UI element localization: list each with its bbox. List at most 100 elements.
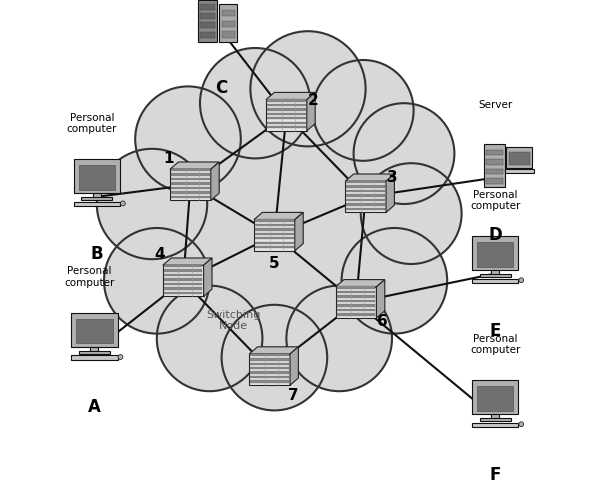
FancyBboxPatch shape [337, 313, 375, 316]
Circle shape [361, 163, 461, 264]
Polygon shape [249, 347, 298, 354]
FancyBboxPatch shape [222, 31, 235, 37]
FancyBboxPatch shape [337, 291, 375, 293]
Polygon shape [211, 162, 219, 201]
Text: 7: 7 [288, 388, 299, 404]
Text: 1: 1 [164, 151, 174, 166]
FancyBboxPatch shape [472, 236, 519, 270]
Circle shape [519, 422, 524, 427]
Polygon shape [163, 258, 212, 265]
Text: E: E [490, 322, 501, 340]
FancyBboxPatch shape [486, 168, 503, 174]
FancyBboxPatch shape [254, 220, 295, 251]
FancyBboxPatch shape [480, 418, 511, 421]
Circle shape [222, 182, 385, 346]
FancyBboxPatch shape [249, 354, 290, 385]
FancyBboxPatch shape [163, 265, 204, 297]
FancyBboxPatch shape [171, 169, 209, 171]
FancyBboxPatch shape [336, 287, 376, 318]
Circle shape [236, 245, 370, 379]
FancyBboxPatch shape [486, 159, 503, 165]
FancyBboxPatch shape [346, 185, 385, 188]
FancyBboxPatch shape [472, 380, 519, 414]
FancyBboxPatch shape [170, 169, 211, 201]
FancyBboxPatch shape [267, 126, 306, 128]
Circle shape [246, 130, 409, 293]
FancyBboxPatch shape [346, 181, 385, 183]
FancyBboxPatch shape [477, 242, 513, 266]
FancyBboxPatch shape [171, 191, 209, 193]
FancyBboxPatch shape [472, 279, 519, 283]
FancyBboxPatch shape [71, 356, 118, 360]
FancyBboxPatch shape [250, 358, 289, 360]
Circle shape [250, 31, 366, 146]
Circle shape [179, 125, 370, 317]
Text: C: C [216, 79, 228, 97]
FancyBboxPatch shape [250, 367, 289, 370]
Polygon shape [295, 212, 303, 251]
FancyBboxPatch shape [337, 309, 375, 311]
Polygon shape [204, 258, 212, 297]
FancyBboxPatch shape [480, 274, 511, 277]
Text: B: B [91, 245, 103, 263]
FancyBboxPatch shape [346, 199, 385, 201]
Text: F: F [490, 466, 501, 480]
Circle shape [174, 168, 346, 341]
FancyBboxPatch shape [267, 99, 306, 102]
FancyBboxPatch shape [79, 351, 110, 354]
Polygon shape [345, 174, 394, 181]
FancyBboxPatch shape [337, 304, 375, 307]
Circle shape [135, 86, 241, 192]
Polygon shape [170, 162, 219, 169]
Circle shape [97, 149, 207, 259]
Text: Personal
computer: Personal computer [470, 334, 521, 355]
FancyBboxPatch shape [76, 319, 113, 343]
FancyBboxPatch shape [164, 274, 203, 276]
Circle shape [231, 82, 356, 206]
Text: Switching
Node: Switching Node [206, 310, 261, 331]
FancyBboxPatch shape [250, 376, 289, 378]
FancyBboxPatch shape [346, 190, 385, 192]
Circle shape [164, 235, 298, 370]
Text: Personal
computer: Personal computer [65, 266, 115, 288]
Circle shape [286, 286, 392, 391]
FancyBboxPatch shape [74, 202, 120, 206]
FancyBboxPatch shape [267, 108, 306, 110]
FancyBboxPatch shape [267, 104, 306, 106]
FancyBboxPatch shape [250, 362, 289, 365]
FancyBboxPatch shape [164, 278, 203, 281]
FancyBboxPatch shape [472, 423, 519, 427]
Circle shape [104, 228, 209, 334]
FancyBboxPatch shape [346, 203, 385, 205]
Circle shape [519, 278, 524, 283]
FancyBboxPatch shape [171, 178, 209, 180]
FancyBboxPatch shape [255, 224, 294, 226]
FancyBboxPatch shape [255, 237, 294, 240]
Text: 4: 4 [154, 247, 164, 262]
Text: Server: Server [478, 100, 513, 110]
Text: 3: 3 [387, 170, 397, 185]
Circle shape [200, 48, 310, 158]
FancyBboxPatch shape [222, 10, 235, 16]
FancyBboxPatch shape [171, 196, 209, 198]
FancyBboxPatch shape [267, 121, 306, 124]
FancyBboxPatch shape [486, 178, 503, 184]
FancyBboxPatch shape [93, 193, 101, 198]
FancyBboxPatch shape [200, 4, 215, 10]
FancyBboxPatch shape [200, 23, 215, 28]
FancyBboxPatch shape [198, 0, 217, 42]
FancyBboxPatch shape [164, 287, 203, 289]
FancyBboxPatch shape [337, 287, 375, 289]
Polygon shape [386, 174, 394, 212]
FancyBboxPatch shape [79, 166, 115, 190]
FancyBboxPatch shape [171, 187, 209, 189]
FancyBboxPatch shape [346, 208, 385, 210]
FancyBboxPatch shape [81, 197, 112, 200]
FancyBboxPatch shape [219, 4, 237, 42]
FancyBboxPatch shape [337, 300, 375, 302]
FancyBboxPatch shape [491, 270, 499, 275]
Circle shape [159, 163, 313, 317]
Circle shape [120, 201, 125, 206]
Text: D: D [488, 226, 502, 244]
FancyBboxPatch shape [255, 241, 294, 244]
